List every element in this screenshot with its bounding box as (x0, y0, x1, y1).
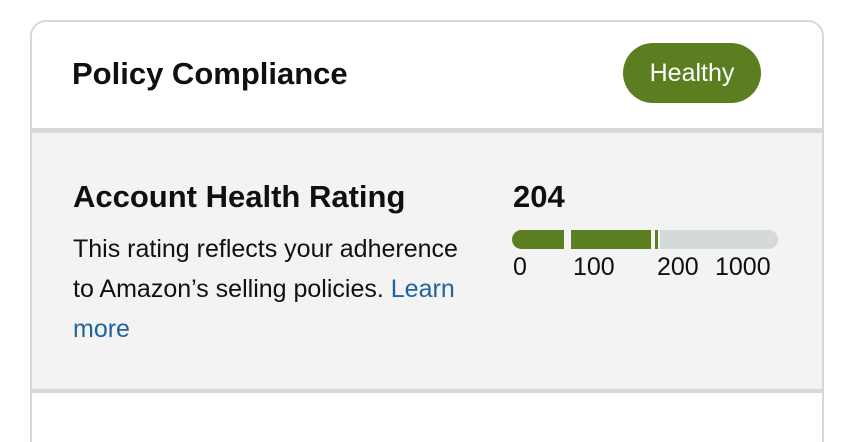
rating-score: 204 (513, 179, 565, 214)
page: {"header": {"title": "Policy Compliance"… (30, 20, 824, 442)
scale-label: 200 (657, 253, 699, 281)
scale-label: 100 (573, 253, 615, 281)
rating-description: This rating reflects your adherence to A… (73, 229, 473, 349)
gauge-segment (512, 230, 564, 249)
gauge-segment (571, 230, 651, 249)
policy-compliance-card: Policy Compliance Healthy Account Health… (30, 20, 824, 442)
learn-more-link[interactable]: Learn more (73, 275, 455, 343)
description-text: This rating reflects your adherence to A… (73, 235, 458, 303)
card-header: Policy Compliance Healthy (32, 22, 822, 133)
card-body: Account Health Rating This rating reflec… (32, 133, 822, 393)
scale-label: 0 (513, 253, 527, 281)
gauge-fill (655, 230, 658, 249)
status-badge: Healthy (623, 43, 761, 103)
rating-title: Account Health Rating (73, 179, 406, 214)
scale-label: 1000 (715, 253, 771, 281)
gauge-segment (660, 230, 778, 249)
card-title: Policy Compliance (72, 56, 348, 91)
